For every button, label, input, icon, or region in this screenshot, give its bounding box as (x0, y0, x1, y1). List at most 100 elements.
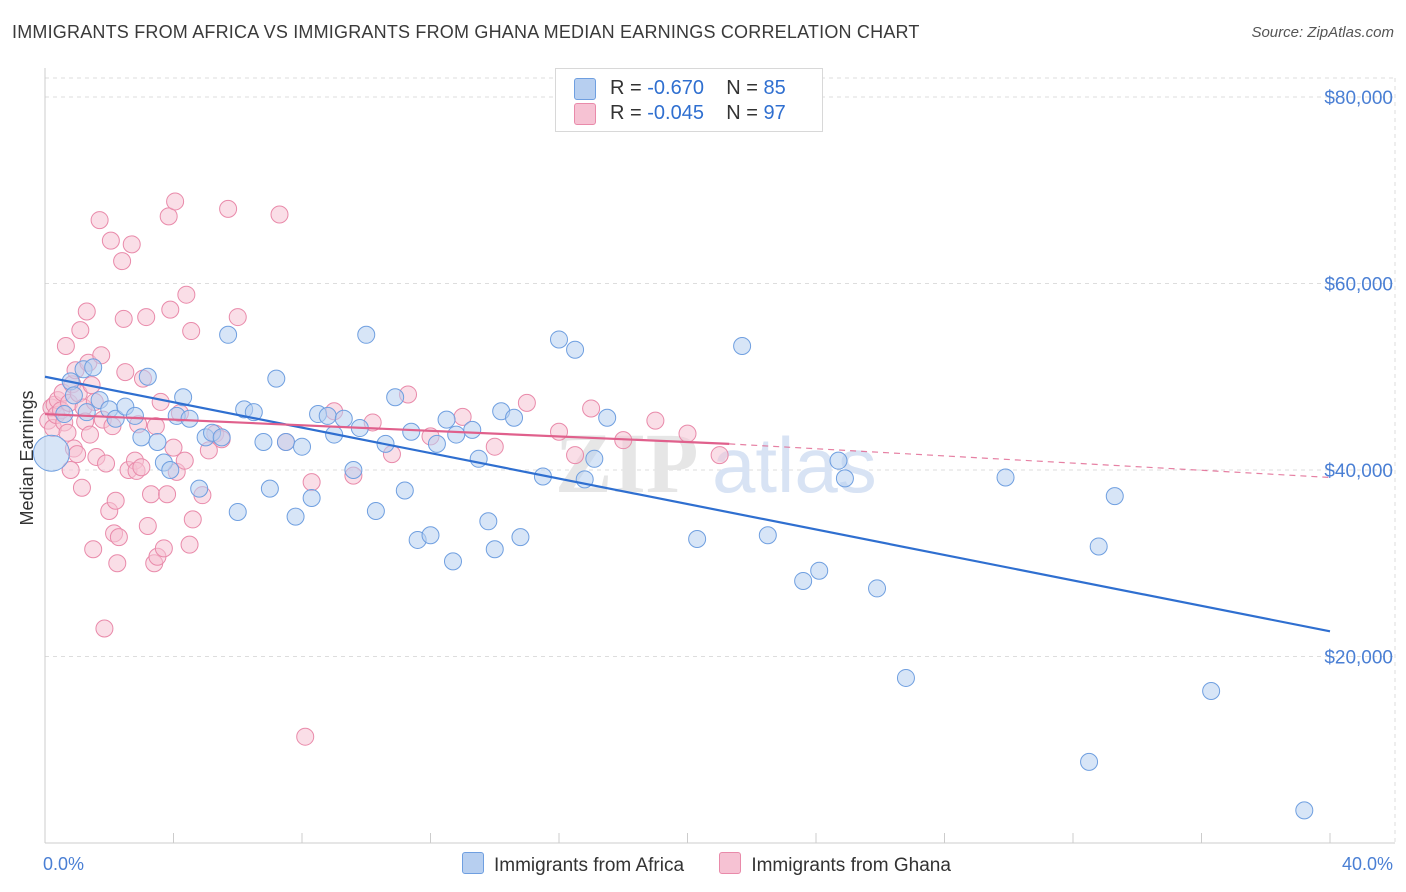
legend-r-value-africa: -0.670 (647, 77, 704, 99)
ghana-point (180, 535, 199, 554)
africa-point (64, 386, 83, 405)
ghana-trend-extension (729, 443, 1331, 479)
ghana-point (58, 423, 77, 442)
ghana-swatch (574, 102, 596, 125)
africa-point (447, 425, 466, 444)
legend-item-ghana[interactable]: Immigrants from Ghana (719, 852, 951, 877)
africa-point (996, 468, 1015, 487)
africa-point (479, 512, 498, 531)
ghana-point (270, 205, 289, 224)
africa-point (293, 437, 311, 456)
legend-item-africa[interactable]: Immigrants from Africa (462, 852, 684, 877)
africa-point (32, 434, 70, 472)
ghana-point (116, 363, 135, 382)
africa-point (132, 428, 151, 447)
ghana-series (39, 192, 729, 746)
ghana-point (566, 446, 585, 465)
africa-point (77, 403, 96, 422)
africa-point (402, 422, 421, 441)
ghana-point (71, 321, 90, 340)
africa-point (585, 449, 604, 468)
x-tick-label: 40.0% (1342, 854, 1393, 874)
ghana-point (678, 424, 697, 443)
source-credit: Source: ZipAtlas.com (1251, 24, 1394, 41)
africa-point (1105, 487, 1124, 506)
ghana-point (582, 399, 601, 418)
legend-label-ghana: Immigrants from Ghana (751, 855, 951, 876)
africa-point (1089, 537, 1108, 556)
ghana-legend-swatch (719, 852, 742, 874)
ghana-point (108, 554, 127, 573)
correlation-legend: R = -0.670 N = 85 R = -0.045 N = 97 (555, 68, 823, 132)
africa-point (357, 325, 376, 344)
africa-point (219, 325, 238, 344)
ghana-point (164, 438, 183, 457)
ghana-point (122, 235, 141, 254)
africa-point (344, 461, 363, 479)
y-tick-label: $20,000 (1324, 648, 1393, 669)
ghana-point (485, 437, 504, 456)
tick-labels: $20,000 $40,000 $60,000 $80,000 0.0% 40.0% (43, 88, 1393, 874)
legend-label-africa: Immigrants from Africa (494, 855, 685, 876)
africa-point (733, 336, 752, 355)
legend-r-label: R = (610, 102, 642, 124)
legend-n-label: N = (726, 77, 758, 99)
africa-point (443, 552, 462, 571)
africa-point (228, 502, 247, 521)
africa-point (267, 369, 286, 388)
legend-row-ghana: R = -0.045 N = 97 (574, 102, 786, 128)
africa-point (334, 409, 353, 428)
y-axis-title: Median Earnings (17, 390, 37, 525)
ghana-point (182, 322, 201, 341)
africa-point (427, 434, 446, 453)
watermark-atlas: atlas (712, 421, 877, 509)
ghana-point (159, 207, 178, 226)
africa-point (318, 406, 337, 425)
ghana-point (138, 516, 157, 535)
africa-point (302, 488, 321, 507)
ghana-point (177, 285, 196, 304)
africa-point (148, 433, 167, 452)
africa-point (1295, 801, 1314, 820)
africa-point (485, 540, 504, 559)
ghana-point (101, 231, 120, 250)
ghana-point (154, 539, 173, 558)
africa-swatch (574, 77, 596, 100)
africa-point (794, 571, 813, 590)
ghana-point (175, 451, 194, 470)
africa-point (810, 561, 829, 580)
ghana-point (97, 454, 116, 473)
africa-point (212, 428, 231, 447)
africa-point (161, 461, 180, 479)
africa-point (174, 388, 193, 407)
ghana-point (106, 491, 125, 510)
ghana-point (72, 478, 91, 497)
africa-point (421, 526, 440, 545)
ghana-point (109, 528, 128, 547)
africa-point (896, 668, 915, 687)
ghana-trend-line (44, 412, 730, 445)
ghana-point (80, 425, 99, 444)
africa-point (138, 367, 157, 386)
legend-r-label: R = (610, 77, 642, 99)
ghana-point (95, 619, 114, 638)
legend-n-value-ghana: 97 (763, 102, 786, 124)
legend-n-value-africa: 85 (763, 77, 786, 99)
ghana-point (142, 485, 161, 504)
africa-legend-swatch (462, 852, 484, 874)
africa-point (1080, 752, 1099, 771)
africa-point (598, 408, 617, 427)
africa-point (829, 451, 848, 470)
ghana-point (302, 473, 321, 492)
ghana-point (132, 458, 151, 477)
africa-trend-line (44, 375, 1331, 633)
ghana-point (161, 300, 180, 319)
ghana-point (68, 445, 87, 464)
africa-point (868, 579, 887, 598)
africa-point (190, 479, 209, 498)
africa-point (276, 433, 295, 452)
africa-point (254, 433, 273, 452)
africa-point (463, 420, 482, 439)
africa-point (386, 388, 405, 407)
legend-r-value-ghana: -0.045 (647, 102, 704, 124)
